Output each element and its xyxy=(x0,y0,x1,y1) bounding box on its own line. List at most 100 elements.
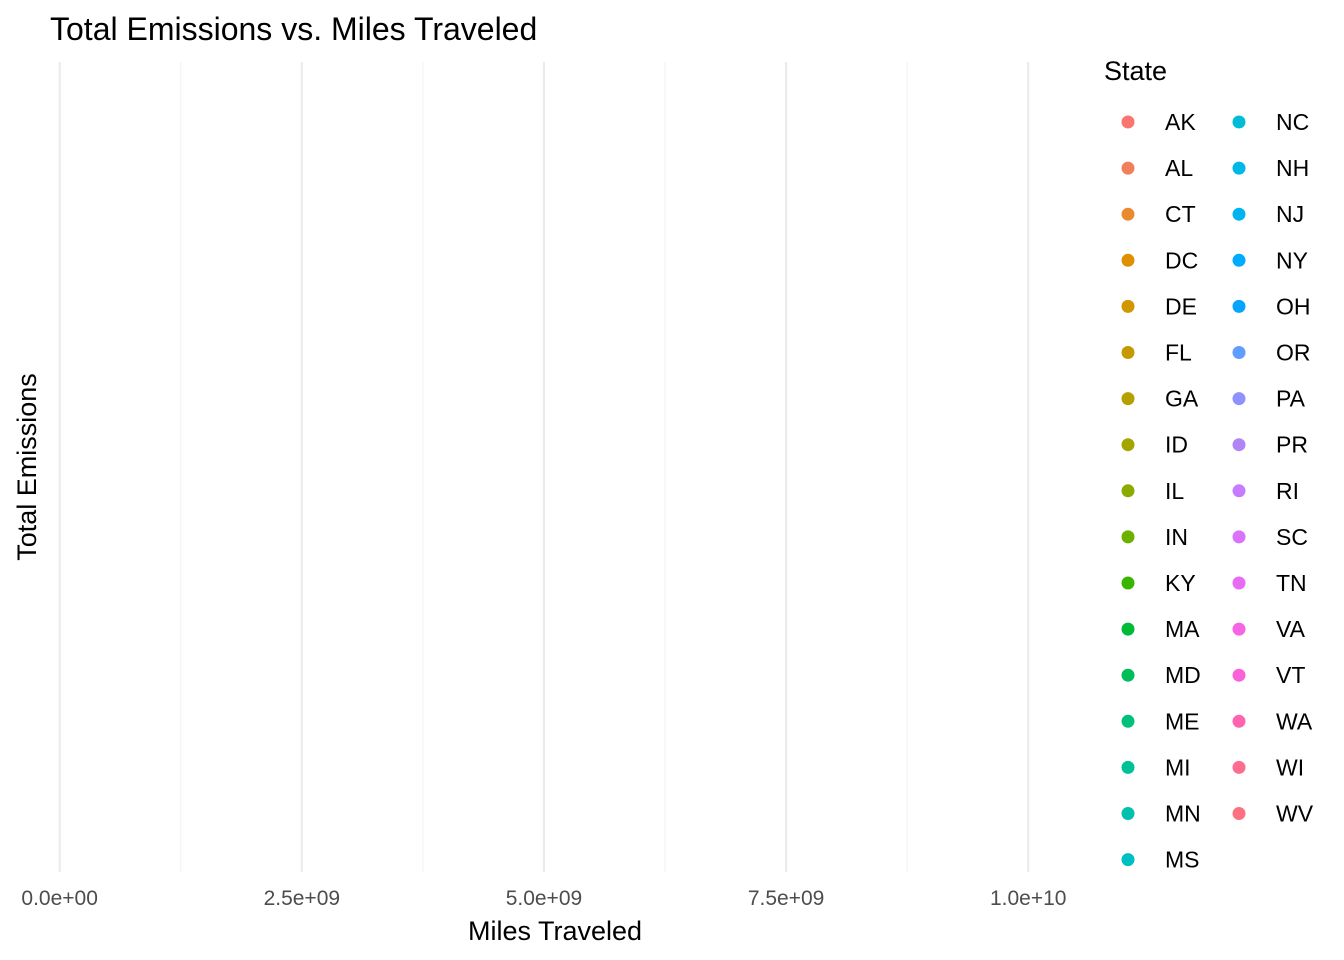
legend-label: RI xyxy=(1276,478,1299,504)
legend-key-dot xyxy=(1232,115,1246,129)
legend-label: FL xyxy=(1165,340,1192,366)
legend-key-dot xyxy=(1232,484,1246,498)
legend-key-dot xyxy=(1232,438,1246,452)
y-axis-title: Total Emissions xyxy=(12,373,42,561)
legend-label: PA xyxy=(1276,386,1306,412)
legend-key-dot xyxy=(1121,622,1135,636)
legend-key-dot xyxy=(1121,760,1135,774)
legend-item-mn: MN xyxy=(1121,801,1201,827)
x-axis-ticks: 0.0e+00 2.5e+09 5.0e+09 7.5e+09 1.0e+10 xyxy=(21,887,1066,910)
legend-label: OR xyxy=(1276,340,1311,366)
legend-label: ME xyxy=(1165,708,1200,734)
legend-label: VA xyxy=(1276,616,1306,642)
legend-item-al: AL xyxy=(1121,155,1193,181)
x-tick-label: 0.0e+00 xyxy=(21,887,98,910)
legend-key-dot xyxy=(1121,530,1135,544)
legend-label: MI xyxy=(1165,754,1191,780)
legend-key-dot xyxy=(1232,622,1246,636)
legend-label: WV xyxy=(1276,801,1314,827)
legend-key-dot xyxy=(1121,346,1135,359)
legend-item-me: ME xyxy=(1121,708,1200,734)
legend-label: NJ xyxy=(1276,201,1304,227)
legend-key-dot xyxy=(1121,668,1135,682)
legend-item-de: DE xyxy=(1121,293,1197,319)
legend-item-il: IL xyxy=(1121,478,1184,504)
legend-item-ct: CT xyxy=(1121,201,1196,227)
legend-item-ma: MA xyxy=(1121,616,1200,642)
legend-key-dot xyxy=(1121,115,1135,129)
legend-key-dot xyxy=(1121,438,1135,452)
legend-key-dot xyxy=(1232,299,1246,313)
legend-item-mi: MI xyxy=(1121,754,1191,780)
legend-item-id: ID xyxy=(1121,432,1188,458)
legend-key-dot xyxy=(1232,207,1246,221)
x-tick-label: 2.5e+09 xyxy=(264,887,341,910)
legend-item-ga: GA xyxy=(1121,386,1199,412)
legend-key-dot xyxy=(1232,530,1246,544)
legend-key-dot xyxy=(1121,161,1135,175)
legend-item-wv: WV xyxy=(1232,801,1314,827)
legend-key-dot xyxy=(1232,714,1246,728)
legend-item-pr: PR xyxy=(1232,432,1308,458)
legend-title: State xyxy=(1104,56,1167,86)
legend-key-dot xyxy=(1232,392,1246,406)
legend-item-ak: AK xyxy=(1121,109,1196,135)
legend-key-dot xyxy=(1232,668,1246,682)
legend-label: IL xyxy=(1165,478,1184,504)
legend-label: MS xyxy=(1165,847,1200,873)
legend-label: GA xyxy=(1165,386,1199,412)
legend-key-dot xyxy=(1121,299,1135,313)
legend-label: MN xyxy=(1165,801,1201,827)
legend-label: NC xyxy=(1276,109,1309,135)
legend-item-nc: NC xyxy=(1232,109,1309,135)
legend-item-in: IN xyxy=(1121,524,1188,550)
legend-item-tn: TN xyxy=(1232,570,1307,596)
legend-label: DE xyxy=(1165,293,1197,319)
legend-key-dot xyxy=(1121,714,1135,728)
legend-label: NY xyxy=(1276,247,1308,273)
legend-item-nj: NJ xyxy=(1232,201,1304,227)
legend-key-dot xyxy=(1121,484,1135,498)
legend: State AK AL CT DC DE FL GA ID IL IN KY MA MD ME MI MN MS… xyxy=(1104,56,1314,873)
legend-label: PR xyxy=(1276,432,1308,458)
legend-item-wa: WA xyxy=(1232,708,1313,734)
legend-item-ky: KY xyxy=(1121,570,1196,596)
legend-label: WI xyxy=(1276,754,1304,780)
legend-key-dot xyxy=(1121,576,1135,590)
legend-label: KY xyxy=(1165,570,1196,596)
legend-item-md: MD xyxy=(1121,662,1201,688)
legend-label: VT xyxy=(1276,662,1305,688)
legend-item-wi: WI xyxy=(1232,754,1304,780)
legend-label: SC xyxy=(1276,524,1308,550)
legend-label: ID xyxy=(1165,432,1188,458)
chart-title: Total Emissions vs. Miles Traveled xyxy=(50,11,537,47)
legend-key-dot xyxy=(1121,807,1135,820)
x-tick-label: 5.0e+09 xyxy=(506,887,583,910)
legend-label: MA xyxy=(1165,616,1200,642)
grid xyxy=(58,62,1030,872)
legend-label: DC xyxy=(1165,247,1198,273)
legend-label: AK xyxy=(1165,109,1196,135)
legend-item-ny: NY xyxy=(1232,247,1308,273)
legend-key-dot xyxy=(1232,807,1246,820)
legend-item-vt: VT xyxy=(1232,662,1305,688)
legend-item-sc: SC xyxy=(1232,524,1308,550)
legend-label: AL xyxy=(1165,155,1193,181)
legend-key-dot xyxy=(1121,253,1135,267)
legend-label: NH xyxy=(1276,155,1309,181)
x-tick-label: 1.0e+10 xyxy=(990,887,1067,910)
legend-item-ri: RI xyxy=(1232,478,1299,504)
legend-item-or: OR xyxy=(1232,340,1311,366)
legend-key-dot xyxy=(1232,161,1246,175)
legend-item-fl: FL xyxy=(1121,340,1192,366)
legend-item-dc: DC xyxy=(1121,247,1198,273)
legend-label: MD xyxy=(1165,662,1201,688)
legend-label: TN xyxy=(1276,570,1307,596)
x-tick-label: 7.5e+09 xyxy=(748,887,825,910)
legend-label: OH xyxy=(1276,293,1311,319)
legend-item-oh: OH xyxy=(1232,293,1311,319)
legend-item-ms: MS xyxy=(1121,847,1200,873)
legend-key-dot xyxy=(1121,207,1135,221)
legend-key-dot xyxy=(1121,853,1135,867)
